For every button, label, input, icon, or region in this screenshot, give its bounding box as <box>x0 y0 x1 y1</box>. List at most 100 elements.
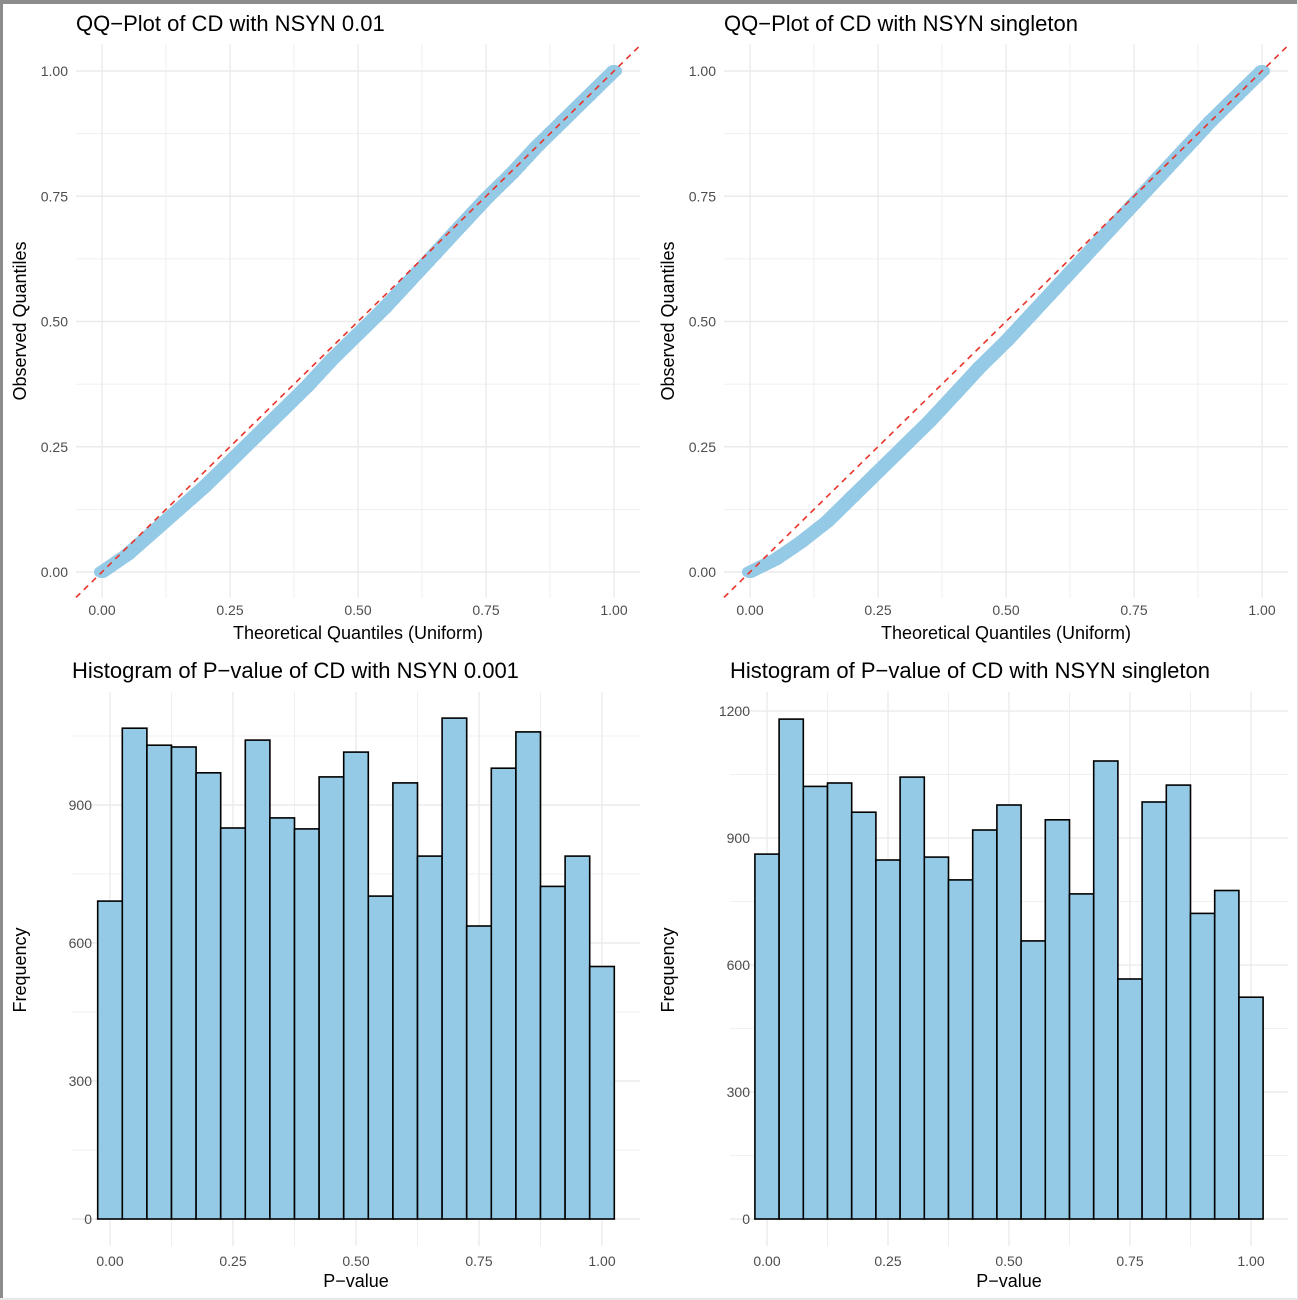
chart-title: QQ−Plot of CD with NSYN 0.01 <box>76 11 385 36</box>
x-tick-label: 0.00 <box>96 1253 123 1269</box>
y-tick-label: 600 <box>69 935 93 951</box>
histogram-bar <box>244 739 271 1220</box>
histogram-bar <box>778 718 805 1220</box>
x-tick-label: 0.00 <box>753 1253 780 1269</box>
histogram-bar <box>293 828 320 1220</box>
histogram-bar <box>392 782 419 1220</box>
y-tick-label: 0.25 <box>689 439 716 455</box>
histogram-bar <box>1068 893 1095 1220</box>
chart-title: Histogram of P−value of CD with NSYN sin… <box>730 658 1210 683</box>
y-tick-label: 0.75 <box>41 188 68 204</box>
y-tick-label: 0.50 <box>689 314 716 330</box>
qq-point <box>921 415 938 428</box>
x-tick-labels: 0.00 0.25 0.50 0.75 1.00 <box>753 1253 1264 1269</box>
x-tick-label: 0.25 <box>874 1253 901 1269</box>
x-tick-label: 0.00 <box>88 602 115 618</box>
y-tick-label: 0 <box>84 1211 92 1227</box>
histogram-bars <box>754 718 1264 1220</box>
y-tick-label: 900 <box>727 830 751 846</box>
x-tick-label: 1.00 <box>1248 602 1275 618</box>
x-tick-label: 1.00 <box>600 602 627 618</box>
qq-point <box>375 303 392 315</box>
histogram-bar <box>342 751 370 1220</box>
histogram-bar <box>564 855 591 1220</box>
x-tick-label: 0.00 <box>736 602 763 618</box>
histogram-bar <box>121 727 148 1220</box>
histogram-bar <box>1141 801 1168 1220</box>
histogram-bar <box>1213 889 1240 1220</box>
histogram-bar <box>754 853 780 1220</box>
histogram-bar <box>802 785 829 1220</box>
qq-point <box>503 167 520 180</box>
x-tick-label: 0.50 <box>995 1253 1022 1269</box>
chart-title: Histogram of P−value of CD with NSYN 0.0… <box>72 658 519 683</box>
histogram-bar <box>875 859 901 1220</box>
qq-point <box>273 405 290 418</box>
qq-point <box>529 140 546 153</box>
histogram-bar <box>1044 818 1071 1220</box>
qq-point <box>1074 252 1091 265</box>
x-tick-label: 0.75 <box>1116 1253 1143 1269</box>
qq-point <box>1023 308 1040 320</box>
y-tick-label: 0.25 <box>41 439 68 455</box>
histogram-bar <box>971 829 998 1220</box>
histogram-bar <box>170 746 197 1220</box>
histogram-bar <box>899 776 926 1220</box>
histogram-bar <box>1020 940 1047 1220</box>
y-tick-label: 1200 <box>719 703 750 719</box>
y-tick-label: 0.50 <box>41 314 68 330</box>
histogram-bar <box>195 771 222 1220</box>
histogram-bar <box>490 767 517 1220</box>
qq-point <box>767 553 784 566</box>
qq-point <box>946 388 963 401</box>
grid <box>76 44 640 598</box>
qq-point <box>170 503 187 516</box>
qq-point <box>452 220 469 233</box>
x-tick-labels: 0.00 0.25 0.50 0.75 1.00 <box>736 602 1275 618</box>
qq-point <box>298 380 315 393</box>
histogram-bar <box>1092 760 1119 1220</box>
qq-point <box>972 360 989 373</box>
histogram-bar <box>539 885 566 1220</box>
y-tick-labels: 0 300 600 900 <box>69 797 93 1227</box>
qq-point <box>478 192 494 205</box>
chart-title: QQ−Plot of CD with NSYN singleton <box>724 11 1078 36</box>
qq-point <box>1126 197 1142 210</box>
qq-point <box>1100 225 1117 238</box>
histogram-bar <box>947 879 974 1220</box>
histogram-bar <box>465 925 493 1220</box>
y-axis-title: Frequency <box>10 927 30 1012</box>
y-tick-label: 900 <box>69 797 93 813</box>
x-tick-label: 0.75 <box>472 602 499 618</box>
histogram-bar <box>515 731 542 1220</box>
histogram-bar <box>367 895 394 1220</box>
histogram-bar <box>441 717 468 1220</box>
qq-point <box>350 328 366 340</box>
grid <box>724 44 1288 598</box>
x-tick-labels: 0.00 0.25 0.50 0.75 1.00 <box>96 1253 615 1269</box>
y-tick-label: 300 <box>727 1084 751 1100</box>
y-axis-title: Frequency <box>658 927 678 1012</box>
histogram-bars <box>96 717 616 1220</box>
window-frame-left <box>0 0 3 1300</box>
panel-qq-nsyn-singleton: 0.00 0.25 0.50 0.75 1.00 0.00 0.25 0.50 0.75 1.0… <box>658 11 1289 643</box>
y-tick-label: 300 <box>69 1073 93 1089</box>
qq-point <box>998 335 1014 348</box>
y-tick-label: 1.00 <box>41 63 68 79</box>
histogram-bar <box>96 900 124 1220</box>
qq-point <box>1151 170 1168 183</box>
qq-point <box>1177 142 1194 155</box>
histogram-bar <box>1165 784 1192 1220</box>
y-tick-label: 600 <box>727 957 751 973</box>
y-tick-label: 0.75 <box>689 188 716 204</box>
qq-point <box>324 353 341 366</box>
y-tick-label: 1.00 <box>689 63 716 79</box>
x-tick-label: 0.25 <box>864 602 891 618</box>
histogram-bar <box>219 827 247 1220</box>
histogram-bar <box>923 856 950 1220</box>
qq-point <box>895 440 912 453</box>
histogram-bar <box>826 782 853 1220</box>
x-tick-label: 0.50 <box>344 602 371 618</box>
x-axis-title: Theoretical Quantiles (Uniform) <box>881 623 1131 643</box>
histogram-bar <box>588 965 616 1220</box>
